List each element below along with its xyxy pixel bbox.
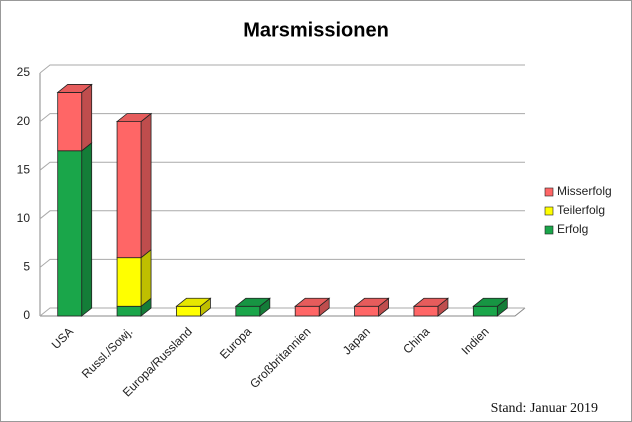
legend-swatch	[544, 225, 554, 235]
bar-top	[294, 297, 331, 307]
grid-line	[39, 64, 525, 74]
y-tick-label: 25	[17, 65, 31, 79]
bar-segment	[57, 83, 93, 152]
y-tick-label: 15	[17, 162, 31, 176]
bar-segment	[116, 248, 152, 308]
bar-front	[235, 305, 261, 317]
legend-label: Teilerfolg	[557, 203, 605, 217]
footnote: Stand: Januar 2019	[491, 401, 598, 416]
bar-front	[116, 305, 142, 317]
bar-top	[56, 84, 93, 93]
bar-top	[412, 297, 450, 307]
legend-swatch	[544, 187, 554, 197]
bar-top	[115, 113, 153, 122]
bar-front	[472, 305, 498, 317]
y-tick-label: 5	[23, 260, 30, 274]
bar-front	[116, 257, 142, 307]
bar-top	[175, 297, 212, 307]
bar-top	[353, 297, 390, 307]
legend-label: Erfolg	[557, 222, 588, 236]
y-tick-label: 0	[23, 308, 30, 322]
bar-top	[472, 297, 509, 307]
legend-swatch	[544, 206, 554, 216]
bar-segment	[57, 141, 93, 317]
bar-side	[81, 83, 93, 152]
bar-front	[354, 305, 379, 317]
bar-front	[176, 305, 201, 317]
y-tick-label: 10	[17, 211, 31, 225]
grid-line	[39, 113, 525, 122]
y-tick-label: 20	[17, 114, 31, 128]
grid-line	[39, 258, 525, 268]
grid-line	[39, 161, 525, 171]
bar-front	[413, 305, 439, 317]
bar-side	[140, 248, 152, 308]
bar-front	[294, 305, 320, 317]
bar-front	[57, 150, 83, 317]
bar-segment	[354, 297, 389, 317]
grid-line	[39, 210, 525, 220]
bar-segment	[116, 112, 152, 259]
bar-top	[234, 297, 271, 307]
bar-side	[81, 141, 93, 317]
bar-front	[116, 121, 142, 259]
bar-side	[140, 112, 152, 259]
bar-front	[57, 92, 83, 152]
chart-title: Marsmissionen	[243, 19, 389, 41]
legend-label: Misserfolg	[557, 184, 612, 198]
